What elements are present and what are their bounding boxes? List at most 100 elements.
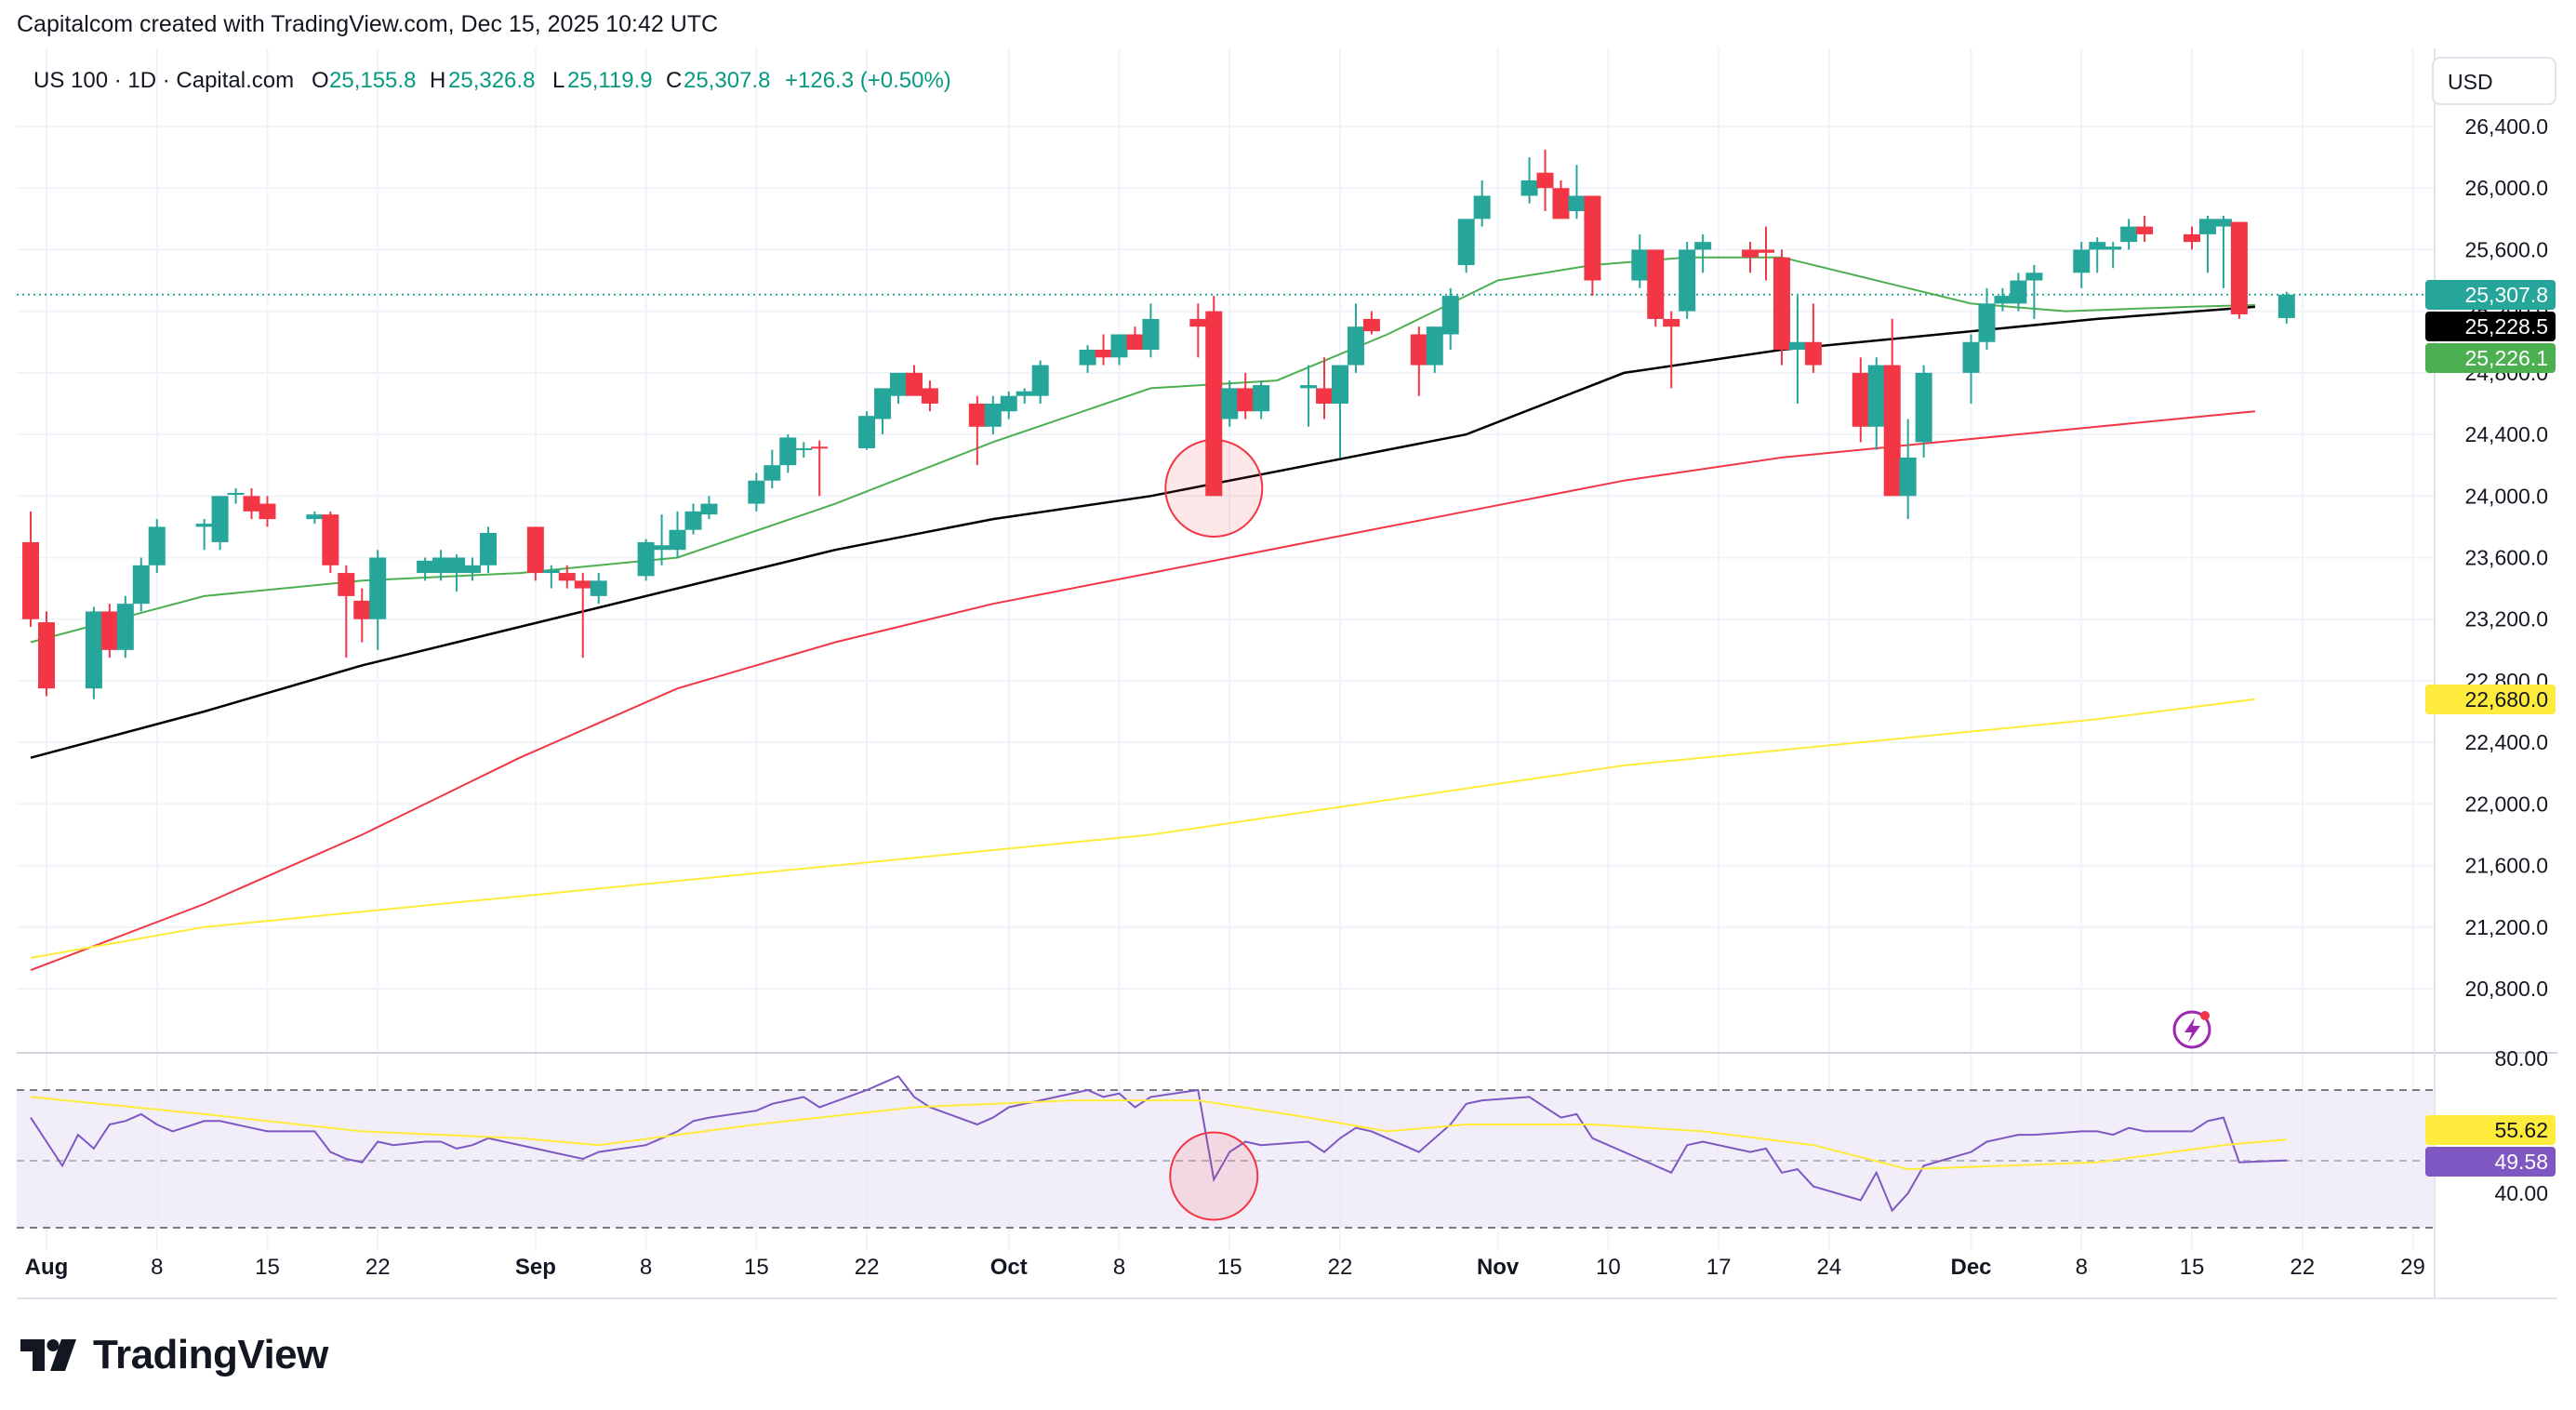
candle-body (479, 533, 497, 565)
rsi-pane (17, 1074, 2435, 1229)
candle-body (1316, 388, 1334, 404)
candle-body (890, 372, 908, 396)
candle-body (1205, 311, 1223, 497)
grid (17, 48, 2557, 1299)
candle-body (1441, 296, 1459, 335)
x-tick-label: 8 (1113, 1255, 1125, 1280)
candle-body (1994, 296, 2012, 304)
tradingview-logo-text: TradingView (93, 1332, 328, 1377)
candle-body (1300, 385, 1318, 389)
candle-body (526, 526, 544, 574)
candles (22, 149, 2295, 699)
candle-body (984, 403, 1002, 427)
series-ma-20 (30, 256, 2255, 644)
rsi-label-text: 55.62 (2494, 1118, 2548, 1142)
rsi-label-text: 49.58 (2494, 1150, 2548, 1174)
series-ma-50 (30, 305, 2255, 759)
candle-body (1457, 219, 1475, 265)
candle-body (921, 388, 938, 404)
candle-body (1142, 318, 1160, 351)
candle-body (905, 372, 923, 396)
candle-body (1694, 242, 1712, 250)
candle-body (1237, 388, 1255, 412)
candle-body (322, 514, 339, 565)
y-tick-label: 21,600.0 (2464, 854, 2548, 878)
candle-body (2214, 219, 2232, 227)
x-tick-label: Sep (515, 1255, 556, 1280)
price-label-text: 22,680.0 (2464, 687, 2548, 712)
candle-body (1883, 365, 1901, 497)
y-tick-label: 26,000.0 (2464, 176, 2548, 200)
price-label-bg (2425, 685, 2556, 714)
rsi-label-bg (2425, 1147, 2556, 1177)
high-value: 25,326.8 (448, 68, 535, 93)
x-tick-label: 15 (255, 1255, 280, 1280)
candle-body (1426, 326, 1443, 366)
candle-body (779, 437, 797, 466)
x-tick-label: 22 (2290, 1255, 2315, 1280)
series-rsi (30, 1074, 2287, 1213)
candle-body (542, 569, 560, 574)
candle-body (1962, 341, 1980, 373)
candle-body (148, 526, 166, 565)
candle-body (1031, 365, 1049, 396)
candle-body (1915, 372, 1932, 443)
price-label-bg (2425, 312, 2556, 341)
candle-body (2105, 246, 2122, 250)
candle-body (464, 565, 482, 574)
candle-body (811, 446, 829, 449)
candle-body (558, 573, 576, 581)
currency-button[interactable]: USD (2432, 57, 2556, 105)
ohlc-legend: US 100 · 1D · Capital.com O 25,155.8 H 2… (33, 68, 951, 93)
candle-body (306, 514, 324, 520)
y-tick-label: 23,600.0 (2464, 546, 2548, 570)
price-label-text: 25,228.5 (2464, 314, 2548, 339)
candle-body (2025, 273, 2043, 281)
x-tick-label: 15 (1217, 1255, 1242, 1280)
candle-body (684, 511, 702, 530)
x-tick-label: 8 (640, 1255, 652, 1280)
candle-body (653, 545, 671, 551)
y-tick-label: 25,600.0 (2464, 237, 2548, 261)
x-tick-label: 29 (2400, 1255, 2425, 1280)
x-tick-label: 15 (744, 1255, 769, 1280)
candle-body (132, 565, 150, 605)
candle-body (1773, 257, 1790, 351)
candle-body (1852, 372, 1869, 427)
candle-body (243, 496, 260, 512)
candle-body (1000, 395, 1017, 412)
candle-body (1189, 318, 1207, 327)
candle-body (1742, 249, 1759, 258)
candle-body (1410, 334, 1427, 366)
annotation-circle-price (1164, 439, 1264, 539)
candle-body (1679, 249, 1696, 312)
tradingview-logo[interactable]: TradingView (20, 1332, 328, 1378)
candle-body (2089, 242, 2106, 250)
series-ma-200 (30, 698, 2256, 959)
candle-body (1552, 188, 1570, 219)
candle-body (1016, 391, 1033, 396)
x-tick-label: 22 (855, 1255, 880, 1280)
candle-body (1757, 249, 1774, 253)
lightning-icon[interactable] (2172, 1010, 2211, 1049)
candle-body (1899, 457, 1917, 497)
candle-body (2120, 226, 2138, 243)
low-label: L (552, 68, 564, 93)
candle-body (874, 388, 892, 419)
candle-body (100, 611, 118, 650)
candle-body (1788, 341, 1806, 351)
candle-body (259, 503, 276, 520)
candle-body (1663, 318, 1680, 327)
candle-body (1804, 341, 1822, 366)
x-tick-label: 8 (151, 1255, 163, 1280)
candle-body (369, 557, 387, 619)
candle-body (1110, 334, 1128, 358)
candle-body (1978, 303, 1996, 342)
x-tick-label: 24 (1816, 1255, 1841, 1280)
rsi-tick-label: 80.00 (2494, 1046, 2548, 1071)
candle-body (764, 465, 781, 481)
y-tick-label: 22,400.0 (2464, 730, 2548, 754)
attribution-header: Capitalcom created with TradingView.com,… (17, 11, 719, 37)
price-label-bg (2425, 343, 2556, 373)
